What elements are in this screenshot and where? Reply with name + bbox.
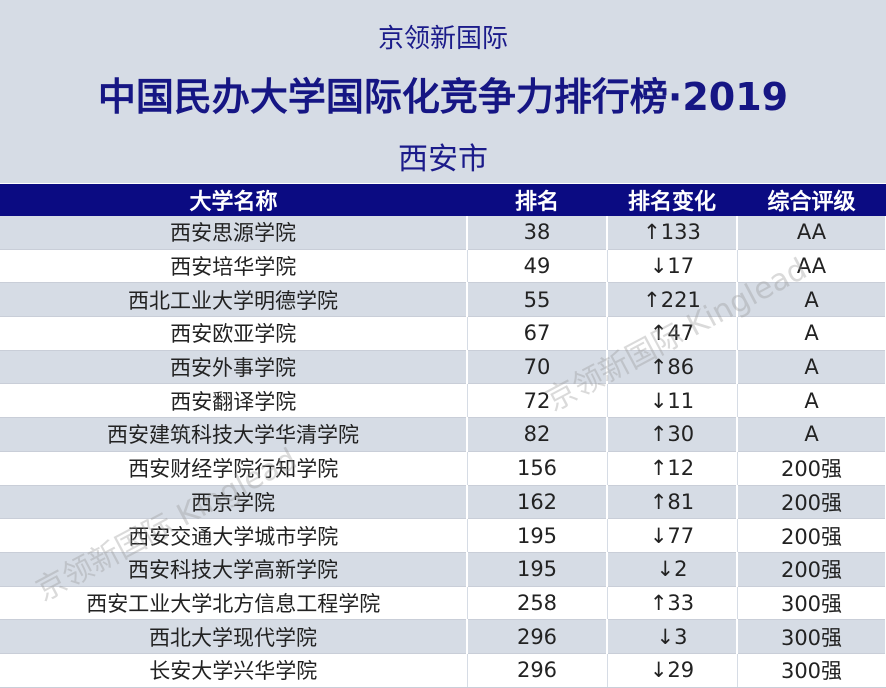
table-cell: ↑81 (607, 485, 738, 520)
table-cell: ↑133 (607, 216, 738, 250)
table-cell: 300强 (737, 619, 886, 654)
table-cell: 200强 (737, 552, 886, 587)
table-cell: ↓2 (607, 552, 738, 587)
table-cell: 300强 (737, 653, 886, 688)
table-row: 西安翻译学院 72 ↓11 A (0, 383, 886, 419)
header: 京领新国际 中国民办大学国际化竞争力排行榜·2019 西安市 (0, 0, 886, 183)
table-cell: 49 (467, 249, 608, 284)
table-cell: 西安翻译学院 (0, 383, 468, 419)
table-cell: 西安外事学院 (0, 350, 468, 385)
table-cell: 82 (467, 417, 608, 452)
table-row: 西安建筑科技大学华清学院 82 ↑30 A (0, 417, 886, 452)
table-cell: ↓29 (607, 653, 738, 688)
table-row: 西京学院 162 ↑81 200强 (0, 485, 886, 520)
table-row: 西安交通大学城市学院 195 ↓77 200强 (0, 518, 886, 553)
table-cell: 70 (467, 350, 608, 385)
table-cell: A (737, 383, 886, 419)
table-cell: ↑221 (607, 282, 738, 318)
table-row: 西安欧亚学院 67 ↑47 A (0, 316, 886, 351)
table-cell: 258 (467, 586, 608, 621)
table-cell: 长安大学兴华学院 (0, 653, 468, 688)
table-cell: 西安思源学院 (0, 216, 468, 250)
table-cell: 55 (467, 282, 608, 318)
table-row: 西安外事学院 70 ↑86 A (0, 350, 886, 385)
table-cell: 72 (467, 383, 608, 419)
table-cell: A (737, 282, 886, 318)
table-cell: 67 (467, 316, 608, 351)
table-cell: 西安财经学院行知学院 (0, 451, 468, 486)
table-cell: A (737, 316, 886, 351)
table-row: 西安工业大学北方信息工程学院 258 ↑33 300强 (0, 586, 886, 621)
table-cell: 西北大学现代学院 (0, 619, 468, 654)
table-row: 西安科技大学高新学院 195 ↓2 200强 (0, 552, 886, 587)
table-cell: 296 (467, 653, 608, 688)
table-cell: 300强 (737, 586, 886, 621)
table-cell: ↓3 (607, 619, 738, 654)
table-cell: ↑86 (607, 350, 738, 385)
table-cell: 162 (467, 485, 608, 520)
table-cell: 195 (467, 552, 608, 587)
table-row: 西北工业大学明德学院 55 ↑221 A (0, 282, 886, 318)
table-cell: 西北工业大学明德学院 (0, 282, 468, 318)
table-cell: ↓17 (607, 249, 738, 284)
table-cell: ↓77 (607, 518, 738, 553)
table-cell: 西安交通大学城市学院 (0, 518, 468, 553)
table-cell: ↑12 (607, 451, 738, 486)
ranking-table: 大学名称 排名 排名变化 综合评级 西安思源学院 38 ↑133 AA 西安培华学院 49 ↓17… (0, 184, 886, 688)
table-row: 西安培华学院 49 ↓17 AA (0, 249, 886, 284)
table-cell: 156 (467, 451, 608, 486)
city: 西安市 (398, 142, 488, 177)
table-cell: ↓11 (607, 383, 738, 419)
org-name: 京领新国际 (377, 24, 508, 54)
table-cell: 西安培华学院 (0, 249, 468, 284)
table-cell: 西京学院 (0, 485, 468, 520)
table-cell: 西安建筑科技大学华清学院 (0, 417, 468, 452)
table-cell: A (737, 417, 886, 452)
table-cell: ↑33 (607, 586, 738, 621)
header-row: 大学名称 排名 排名变化 综合评级 (0, 184, 886, 216)
table-cell: ↑47 (607, 316, 738, 351)
table-row: 西安思源学院 38 ↑133 AA (0, 216, 886, 250)
table-cell: 西安工业大学北方信息工程学院 (0, 586, 468, 621)
table-cell: 195 (467, 518, 608, 553)
table-cell: 38 (467, 216, 608, 250)
table-cell: 200强 (737, 518, 886, 553)
table-cell: 200强 (737, 451, 886, 486)
column-header: 排名 (467, 184, 607, 216)
column-header: 大学名称 (0, 184, 467, 216)
table-cell: A (737, 350, 886, 385)
column-header: 排名变化 (607, 184, 737, 216)
table-cell: 200强 (737, 485, 886, 520)
table-cell: AA (737, 249, 886, 284)
table-row: 西北大学现代学院 296 ↓3 300强 (0, 619, 886, 654)
table-cell: 296 (467, 619, 608, 654)
column-header: 综合评级 (737, 184, 886, 216)
table-row: 长安大学兴华学院 296 ↓29 300强 (0, 653, 886, 688)
table-cell: ↑30 (607, 417, 738, 452)
table-cell: AA (737, 216, 886, 250)
table-row: 西安财经学院行知学院 156 ↑12 200强 (0, 451, 886, 486)
title: 中国民办大学国际化竞争力排行榜·2019 (97, 75, 789, 119)
table-body: 西安思源学院 38 ↑133 AA 西安培华学院 49 ↓17 AA 西北工业大学明德学院 55 ↑… (0, 216, 886, 688)
table-cell: 西安欧亚学院 (0, 316, 468, 351)
table-cell: 西安科技大学高新学院 (0, 552, 468, 587)
